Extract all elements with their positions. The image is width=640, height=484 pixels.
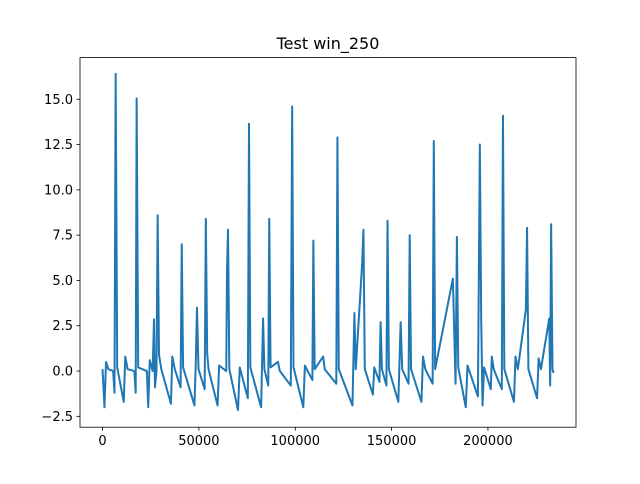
- y-tick-label: 12.5: [44, 138, 73, 153]
- x-tick-label: 50000: [178, 434, 219, 449]
- x-tick-label: 100000: [270, 434, 320, 449]
- plot-frame: [79, 57, 577, 428]
- y-tick-label: −2.5: [41, 410, 73, 425]
- data-line: [101, 72, 555, 411]
- y-tick-label: 2.5: [52, 319, 73, 334]
- y-tick-label: 15.0: [44, 93, 73, 108]
- y-tick-label: 10.0: [44, 183, 73, 198]
- y-tick-label: 0.0: [52, 365, 73, 380]
- x-tick-label: 200000: [463, 434, 513, 449]
- y-tick-label: 5.0: [52, 274, 73, 289]
- x-tick-label: 0: [98, 434, 106, 449]
- y-tick-label: 7.5: [52, 229, 73, 244]
- x-tick-label: 150000: [367, 434, 417, 449]
- chart-title: Test win_250: [276, 34, 380, 54]
